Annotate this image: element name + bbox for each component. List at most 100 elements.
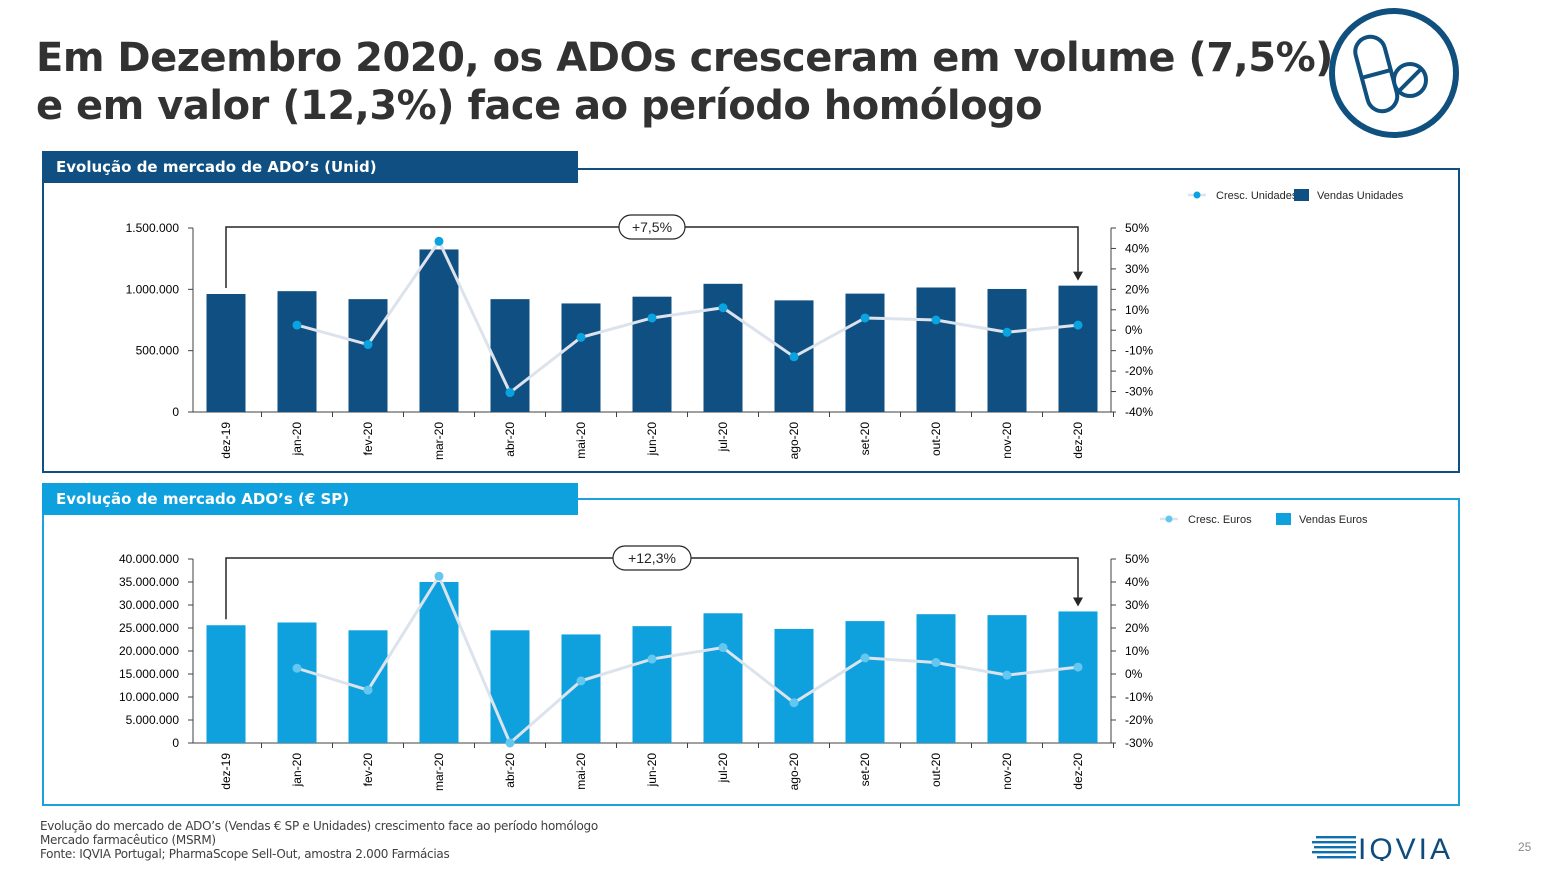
units-left-tick-label: 500.000: [136, 344, 180, 358]
units-right-tick-label: -20%: [1125, 364, 1153, 378]
euros-chart-title: Evolução de mercado ADO’s (€ SP): [42, 483, 578, 515]
euros-bar-jan-20: [277, 622, 317, 743]
euros-right-tick-label: 40%: [1125, 575, 1149, 589]
units-growth-point-mai-20: [576, 332, 586, 342]
footnote-line-2: Mercado farmacêutico (MSRM): [40, 833, 216, 847]
euros-x-label-jul-20: jul-20: [716, 753, 730, 784]
euros-x-label-dez-19: dez-19: [219, 753, 233, 790]
units-growth-point-jul-20: [718, 303, 728, 313]
euros-growth-point-out-20: [931, 658, 941, 667]
units-right-tick-label: -10%: [1125, 344, 1153, 358]
euros-x-label-fev-20: fev-20: [361, 753, 375, 787]
units-growth-point-out-20: [931, 315, 941, 325]
slide-title-line-1: Em Dezembro 2020, os ADOs cresceram em v…: [36, 35, 1333, 81]
iqvia-logo-text: IQVIA: [1358, 833, 1453, 861]
units-bar-dez-20: [1058, 285, 1098, 412]
euros-growth-point-mar-20: [434, 571, 444, 581]
euros-x-label-jun-20: jun-20: [645, 753, 659, 788]
euros-right-tick-label: 50%: [1125, 552, 1149, 566]
units-growth-point-mar-20: [434, 236, 444, 246]
footnote-line-1: Evolução do mercado de ADO’s (Vendas € S…: [40, 819, 598, 833]
euros-left-tick-label: 35.000.000: [119, 575, 179, 589]
euros-x-label-dez-20: dez-20: [1071, 753, 1085, 790]
units-bar-jan-20: [277, 291, 317, 412]
euros-right-tick-label: 20%: [1125, 621, 1149, 635]
euros-left-tick-label: 15.000.000: [119, 667, 179, 681]
euros-right-tick-label: -20%: [1125, 713, 1153, 727]
euros-bar-ago-20: [774, 628, 814, 743]
units-x-label-jun-20: jun-20: [645, 422, 659, 457]
units-right-tick-label: 50%: [1125, 221, 1149, 235]
units-growth-point-fev-20: [363, 340, 373, 350]
euros-right-tick-label: 30%: [1125, 598, 1149, 612]
units-growth-point-ago-20: [789, 352, 799, 362]
units-legend-bar-label: Vendas Unidades: [1317, 190, 1404, 202]
euros-growth-point-ago-20: [789, 698, 799, 708]
euros-legend-dot-swatch: [1165, 515, 1173, 523]
units-left-tick-label: 0: [172, 405, 179, 419]
euros-legend-growth-label: Cresc. Euros: [1188, 514, 1252, 526]
euros-bar-dez-20: [1058, 611, 1098, 743]
iqvia-logo: IQVIA: [1312, 833, 1453, 861]
units-legend-growth-label: Cresc. Unidades: [1216, 190, 1298, 202]
euros-growth-line: [296, 573, 1079, 746]
slide-title: Em Dezembro 2020, os ADOs cresceram em v…: [36, 34, 1333, 130]
units-right-tick-label: 40%: [1125, 241, 1149, 255]
euros-bar-jul-20: [703, 613, 743, 743]
units-right-tick-label: 0%: [1125, 323, 1143, 337]
units-x-label-ago-20: ago-20: [787, 422, 801, 460]
units-x-label-jan-20: jan-20: [290, 422, 304, 457]
units-x-label-dez-20: dez-20: [1071, 422, 1085, 459]
units-right-tick-label: 20%: [1125, 282, 1149, 296]
euros-bar-abr-20: [490, 630, 530, 743]
units-right-tick-label: -30%: [1125, 385, 1153, 399]
units-x-label-set-20: set-20: [858, 422, 872, 456]
euros-left-tick-label: 30.000.000: [119, 598, 179, 612]
units-x-label-mai-20: mai-20: [574, 422, 588, 459]
units-x-label-out-20: out-20: [929, 422, 943, 456]
units-legend-bar-swatch: [1294, 189, 1309, 201]
pill-capsule-icon: [1329, 8, 1459, 138]
slide-title-line-2: e em valor (12,3%) face ao período homól…: [36, 83, 1043, 129]
footnote: Evolução do mercado de ADO’s (Vendas € S…: [40, 819, 598, 861]
units-chart-panel: [42, 168, 1460, 473]
units-x-label-mar-20: mar-20: [432, 422, 446, 460]
euros-x-label-jan-20: jan-20: [290, 753, 304, 788]
units-bar-mar-20: [419, 249, 459, 412]
euros-bar-mai-20: [561, 634, 601, 743]
units-right-tick-label: -40%: [1125, 405, 1153, 419]
euros-growth-point-set-20: [860, 653, 870, 663]
units-annotation-pill: [618, 214, 686, 240]
euros-growth-point-mai-20: [576, 676, 586, 686]
euros-right-tick-label: -10%: [1125, 690, 1153, 704]
units-bar-set-20: [845, 293, 885, 412]
euros-left-tick-label: 25.000.000: [119, 621, 179, 635]
units-legend-dot-swatch: [1193, 191, 1201, 199]
units-growth-line: [296, 238, 1079, 395]
euros-left-tick-label: 10.000.000: [119, 690, 179, 704]
euros-right-tick-label: 10%: [1125, 644, 1149, 658]
units-right-tick-label: 10%: [1125, 303, 1149, 317]
units-bar-out-20: [916, 287, 956, 412]
units-x-label-nov-20: nov-20: [1000, 422, 1014, 459]
euros-x-label-nov-20: nov-20: [1000, 753, 1014, 790]
euros-growth-point-abr-20: [505, 738, 515, 748]
euros-left-tick-label: 5.000.000: [126, 713, 180, 727]
units-growth-point-jun-20: [647, 313, 657, 323]
footnote-line-3: Fonte: IQVIA Portugal; PharmaScope Sell-…: [40, 847, 450, 861]
euros-growth-point-nov-20: [1002, 670, 1012, 680]
euros-left-tick-label: 0: [172, 736, 179, 750]
euros-bar-out-20: [916, 614, 956, 743]
units-left-tick-label: 1.000.000: [126, 282, 180, 296]
euros-right-tick-label: 0%: [1125, 667, 1143, 681]
units-right-tick-label: 30%: [1125, 262, 1149, 276]
euros-right-tick-label: -30%: [1125, 736, 1153, 750]
euros-chart-panel: [42, 498, 1460, 806]
units-x-label-jul-20: jul-20: [716, 422, 730, 453]
euros-left-tick-label: 20.000.000: [119, 644, 179, 658]
euros-x-label-mai-20: mai-20: [574, 753, 588, 790]
euros-bar-set-20: [845, 621, 885, 743]
units-bar-jul-20: [703, 283, 743, 412]
units-left-tick-label: 1.500.000: [126, 221, 180, 235]
page-number: 25: [1518, 840, 1532, 854]
